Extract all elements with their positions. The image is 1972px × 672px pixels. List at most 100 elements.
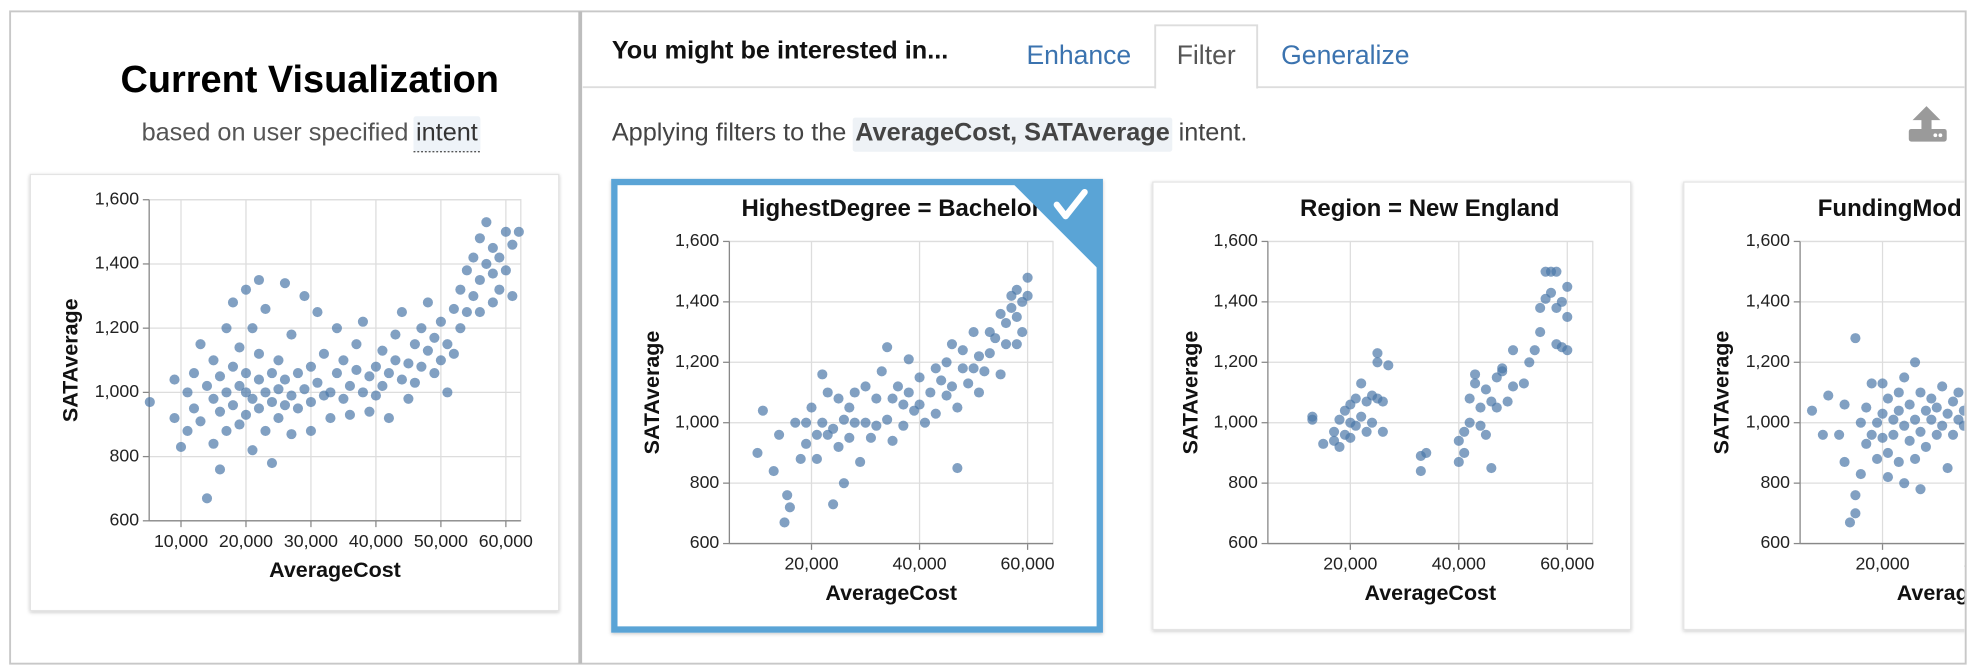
data-point: [1497, 363, 1508, 374]
data-point: [299, 290, 310, 302]
data-point: [448, 348, 459, 359]
data-point: [396, 307, 407, 318]
data-point: [811, 453, 822, 465]
tab-label[interactable]: Enhance: [1026, 40, 1131, 70]
data-point: [383, 368, 394, 379]
data-point: [1817, 429, 1828, 440]
data-point: [1920, 441, 1931, 452]
data-point: [930, 363, 941, 374]
data-point: [1964, 403, 1965, 406]
data-point: [811, 429, 822, 440]
data-point: [188, 368, 200, 379]
data-point: [507, 239, 518, 250]
chart-title: FundingMod: [1818, 195, 1962, 222]
tab-label[interactable]: Generalize: [1281, 40, 1409, 70]
data-point: [1839, 456, 1850, 468]
data-point: [968, 327, 979, 338]
data-point: [227, 297, 239, 308]
y-tick-label: 600: [1228, 532, 1258, 552]
data-point: [1345, 432, 1356, 443]
x-tick-label: 10,000: [154, 531, 208, 551]
data-point: [403, 393, 414, 404]
export-icon[interactable]: [1908, 106, 1947, 142]
data-point: [383, 413, 394, 424]
active-tab[interactable]: [1154, 24, 1259, 89]
y-tick-label: 1,200: [95, 317, 139, 337]
data-point: [914, 372, 925, 383]
data-point: [487, 297, 498, 308]
chart-card[interactable]: [1683, 181, 1972, 631]
data-point: [946, 381, 958, 392]
data-point: [175, 441, 187, 453]
data-point: [925, 387, 936, 398]
data-point: [435, 355, 446, 366]
data-point: [936, 375, 947, 386]
data-point: [455, 323, 466, 334]
data-point: [871, 393, 882, 404]
data-point: [364, 406, 375, 417]
data-point: [1350, 420, 1361, 431]
description: Applying filters to the: [612, 119, 847, 147]
data-point: [370, 390, 381, 401]
tab-label[interactable]: Filter: [1177, 40, 1236, 70]
data-point: [782, 490, 793, 501]
data-point: [1888, 429, 1899, 440]
data-point: [221, 387, 232, 398]
data-point: [1844, 517, 1856, 528]
data-point: [1000, 339, 1012, 350]
data-point: [1893, 405, 1904, 416]
data-point: [325, 413, 336, 424]
data-point: [500, 265, 511, 276]
data-point: [1372, 348, 1383, 359]
data-point: [1377, 426, 1388, 437]
data-point: [513, 226, 524, 237]
data-point: [1926, 414, 1937, 425]
y-tick-label: 600: [110, 509, 140, 529]
data-point: [941, 357, 952, 368]
x-axis-label: AverageCost: [825, 581, 957, 605]
data-point: [403, 358, 414, 369]
data-point: [1942, 408, 1953, 419]
data-point: [903, 387, 914, 398]
panel-subtitle: based on user specified: [142, 119, 409, 147]
chart-card[interactable]: [1152, 181, 1632, 631]
data-point: [240, 387, 252, 398]
y-tick-label: 800: [110, 445, 140, 465]
data-point: [260, 387, 271, 398]
data-point: [795, 453, 806, 465]
data-point: [468, 290, 479, 302]
data-point: [1958, 420, 1965, 431]
data-point: [240, 409, 252, 420]
data-point: [279, 278, 291, 289]
data-point: [273, 384, 284, 395]
attribute-highlight: [852, 117, 1173, 152]
data-point: [448, 303, 459, 314]
chart-card[interactable]: [611, 178, 1103, 633]
x-tick-label: 40,000: [1964, 554, 1972, 574]
data-point: [260, 303, 271, 314]
y-axis-label: SATAverage: [59, 298, 83, 422]
data-point: [338, 393, 349, 404]
data-point: [963, 378, 974, 389]
data-point: [952, 402, 963, 413]
data-point: [305, 361, 317, 372]
data-point: [195, 339, 206, 350]
data-point: [876, 366, 887, 377]
data-point: [234, 342, 245, 353]
data-point: [768, 466, 779, 477]
data-point: [898, 399, 909, 410]
y-tick-label: 1,000: [1214, 411, 1258, 431]
data-point: [266, 457, 278, 469]
data-point: [422, 345, 433, 356]
data-point: [1872, 453, 1883, 465]
data-point: [240, 368, 252, 379]
y-tick-label: 1,600: [675, 230, 719, 250]
data-point: [331, 323, 342, 334]
data-point: [1850, 508, 1861, 519]
data-point: [1334, 414, 1345, 425]
data-point: [435, 316, 446, 327]
y-tick-label: 800: [1228, 472, 1258, 492]
data-point: [1006, 302, 1017, 313]
data-point: [1855, 469, 1866, 480]
data-point: [995, 308, 1006, 320]
